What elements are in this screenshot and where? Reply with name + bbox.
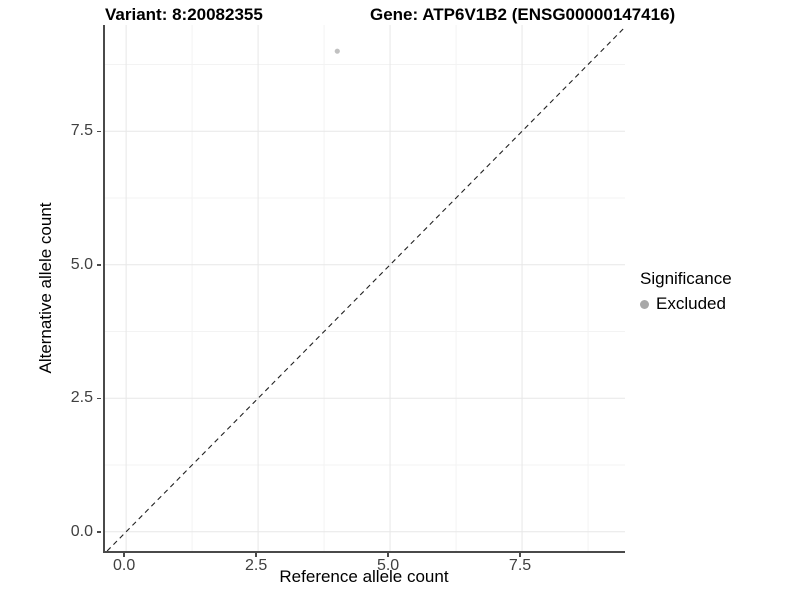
x-axis-tick-label: 5.0 [376, 557, 400, 574]
plot-area [105, 25, 625, 551]
y-axis-tick [97, 264, 101, 266]
x-axis-tick-label: 7.5 [508, 557, 532, 574]
y-axis-tick-label: 0.0 [70, 522, 93, 540]
x-axis-tick-label: 2.5 [244, 557, 268, 574]
plot-title-variant: Variant: 8:20082355 [105, 5, 263, 24]
y-axis-tick [97, 531, 101, 533]
x-axis-title: Reference allele count [279, 567, 449, 586]
plot-panel [103, 25, 625, 553]
y-axis-title: Alternative allele count [36, 202, 55, 374]
legend-item-label: Excluded [656, 294, 726, 313]
plot-title-gene: Gene: ATP6V1B2 (ENSG00000147416) [370, 5, 676, 24]
excluded-point-icon [640, 299, 649, 309]
y-axis-tick [97, 397, 101, 400]
y-axis-tick-label: 2.5 [70, 389, 93, 407]
legend-item-excluded: Excluded [640, 293, 732, 315]
y-axis-tick-label: 5.0 [70, 255, 93, 273]
x-axis-tick [387, 553, 389, 557]
legend-title: Significance [640, 269, 732, 288]
data-point [334, 48, 340, 54]
x-axis-tick [123, 553, 125, 557]
legend: Significance Excluded [640, 268, 732, 315]
x-axis-tick [255, 553, 257, 557]
x-axis-tick-label: 0.0 [112, 557, 136, 574]
identity-line [106, 26, 625, 551]
y-axis-tick-label: 7.5 [70, 122, 93, 140]
y-axis-tick [97, 130, 101, 133]
x-axis-tick [519, 553, 521, 557]
